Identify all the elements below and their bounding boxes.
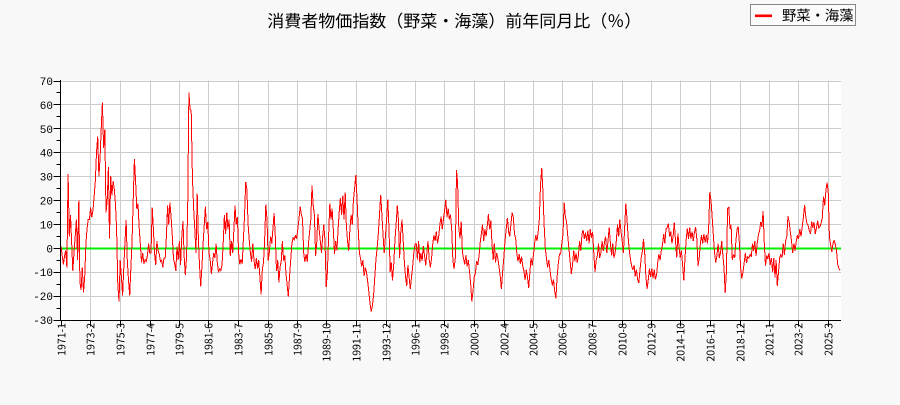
svg-text:-20: -20	[33, 292, 53, 304]
svg-text:50: 50	[40, 125, 53, 137]
svg-text:-30: -30	[33, 316, 53, 328]
svg-text:-10: -10	[33, 268, 53, 280]
svg-text:60: 60	[40, 101, 53, 113]
svg-text:10: 10	[40, 220, 53, 232]
svg-text:30: 30	[40, 173, 53, 185]
svg-text:20: 20	[40, 197, 53, 209]
svg-text:70: 70	[40, 77, 53, 89]
svg-text:40: 40	[40, 149, 53, 161]
svg-text:0: 0	[46, 244, 53, 256]
